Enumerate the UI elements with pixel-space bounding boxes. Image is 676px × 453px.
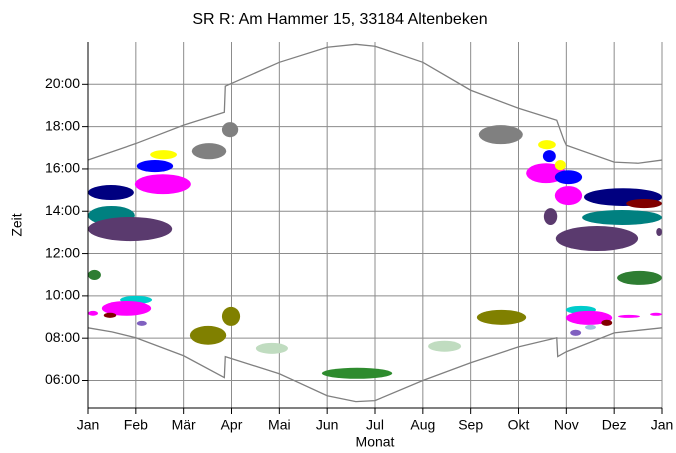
shadow-period xyxy=(565,310,613,325)
shadow-period xyxy=(428,340,462,352)
y-tick-label: 06:00 xyxy=(45,371,80,387)
shadow-period xyxy=(191,143,227,160)
shadow-period xyxy=(656,227,662,237)
shadow-period xyxy=(88,216,173,242)
x-axis-label: Monat xyxy=(356,434,395,450)
x-tick-label: Jan xyxy=(651,417,674,433)
shadow-period xyxy=(478,125,523,145)
shadow-period xyxy=(626,198,662,209)
y-tick-label: 10:00 xyxy=(45,287,80,303)
shadow-period xyxy=(255,342,288,354)
y-tick-label: 08:00 xyxy=(45,329,80,345)
shadow-period xyxy=(582,209,662,225)
y-tick-label: 14:00 xyxy=(45,202,80,218)
shadow-period xyxy=(189,325,227,345)
y-tick-label: 20:00 xyxy=(45,75,80,91)
shadow-period xyxy=(542,150,556,163)
shadow-period xyxy=(554,170,583,185)
shadow-period xyxy=(554,186,583,206)
x-tick-label: Okt xyxy=(508,417,530,433)
shadow-period xyxy=(101,300,152,316)
x-tick-label: Jan xyxy=(77,417,100,433)
shadow-period xyxy=(136,160,174,173)
shadow-period xyxy=(103,312,117,318)
y-tick-label: 16:00 xyxy=(45,160,80,176)
shadow-period xyxy=(555,226,639,252)
shadow-period xyxy=(221,122,239,138)
y-tick-label: 12:00 xyxy=(45,244,80,260)
x-tick-label: Feb xyxy=(124,417,148,433)
shadow-period xyxy=(321,367,393,379)
y-axis-label: Zeit xyxy=(9,213,25,236)
shadow-period xyxy=(554,160,566,171)
x-tick-label: Dez xyxy=(602,417,627,433)
shadow-period xyxy=(136,320,147,326)
x-tick-label: Sep xyxy=(458,417,483,433)
y-tick-label: 18:00 xyxy=(45,117,80,133)
x-tick-label: Apr xyxy=(221,417,243,433)
shadow-period xyxy=(476,309,527,325)
shadow-period xyxy=(88,310,99,316)
shadow-period xyxy=(617,270,662,285)
shadow-period xyxy=(601,319,613,326)
shadow-period xyxy=(88,269,101,281)
x-tick-label: Mär xyxy=(172,417,196,433)
shadow-period xyxy=(134,174,191,195)
daylight-curve xyxy=(87,327,663,403)
x-tick-label: Jul xyxy=(366,417,384,433)
daylight-curve xyxy=(87,43,663,164)
shadow-period xyxy=(617,314,640,318)
shadow-period xyxy=(570,329,582,336)
shadow-period xyxy=(88,185,134,201)
x-tick-label: Aug xyxy=(410,417,435,433)
shadow-period xyxy=(150,150,177,160)
chart-title: SR R: Am Hammer 15, 33184 Altenbeken xyxy=(192,11,487,28)
shadow-period xyxy=(584,324,596,330)
shadow-period xyxy=(538,140,556,150)
x-tick-label: Nov xyxy=(554,417,579,433)
shadow-period xyxy=(650,312,662,316)
shadow-period xyxy=(221,306,241,326)
x-tick-label: Mai xyxy=(268,417,291,433)
x-tick-label: Jun xyxy=(316,417,339,433)
shadow-period xyxy=(543,208,558,225)
